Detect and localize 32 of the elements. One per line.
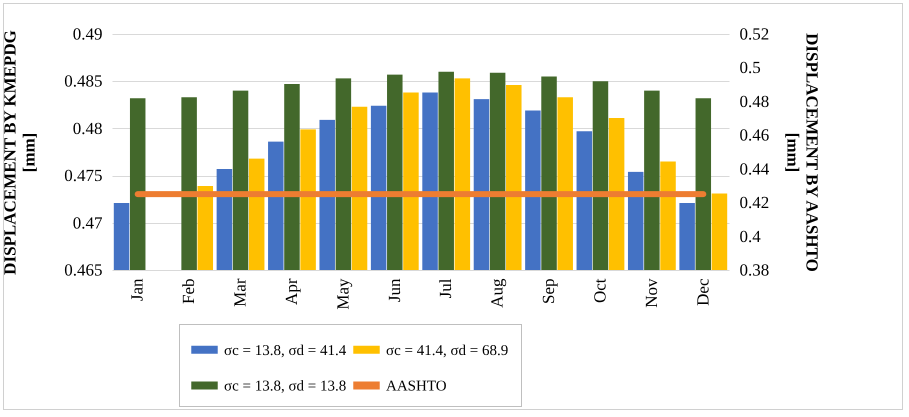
y2-tick-label: 0.38	[740, 260, 770, 280]
y2-tick-label: 0.5	[740, 58, 761, 78]
x-tick-label: May	[333, 278, 352, 310]
x-tick-label: Nov	[642, 278, 661, 308]
legend-label: AASHTO	[386, 378, 447, 394]
y-tick-label: 0.48	[72, 118, 102, 138]
x-tick-label: Dec	[693, 278, 712, 306]
x-tick-label: Mar	[230, 278, 250, 307]
y-axis-title: DISPLACEMENT BY KMEPDG [mm]	[0, 30, 38, 275]
y2-tick-label: 0.52	[740, 24, 770, 44]
legend-label: σc = 41.4, σd = 68.9	[386, 342, 508, 359]
y-tick-label: 0.475	[64, 166, 102, 186]
x-tick-label: Sep	[539, 278, 558, 304]
legend-label: σc = 13.8, σd = 41.4	[224, 342, 347, 359]
y-tick-label: 0.49	[72, 24, 102, 44]
y-tick-label: 0.47	[72, 213, 103, 232]
y2-tick-label: 0.4	[740, 226, 762, 246]
y2-axis-title: DISPLACEMENT BY AASHTO [mm]	[783, 33, 822, 272]
x-tick-label: Jun	[384, 278, 404, 302]
y2-tick-label: 0.46	[740, 126, 770, 145]
x-tick-label: Jul	[436, 278, 456, 298]
y2-tick-label: 0.42	[740, 193, 770, 212]
y2-tick-label: 0.48	[740, 92, 770, 111]
y2-tick-label: 0.44	[740, 159, 770, 178]
x-tick-label: Feb	[179, 278, 198, 304]
y-tick-label: 0.485	[64, 72, 102, 91]
y-tick-label: 0.465	[64, 260, 102, 280]
x-tick-label: Apr	[282, 278, 301, 305]
x-tick-label: Jan	[128, 278, 147, 302]
legend-label: σc = 13.8, σd = 13.8	[224, 378, 346, 394]
x-tick-label: Oct	[590, 278, 610, 304]
x-tick-label: Aug	[488, 278, 507, 308]
